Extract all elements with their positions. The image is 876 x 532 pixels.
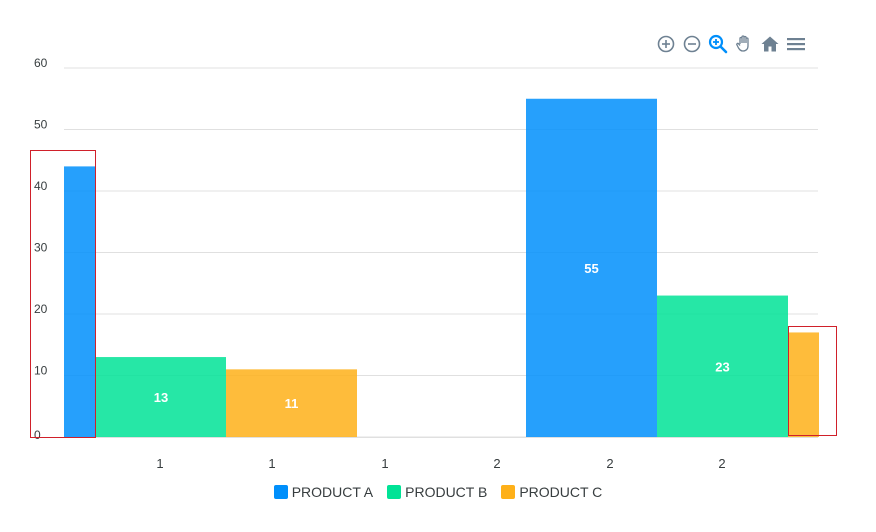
- data-label: 13: [154, 390, 168, 405]
- legend-label: PRODUCT B: [405, 484, 488, 500]
- y-tick-label: 0: [34, 428, 41, 442]
- data-label: 55: [584, 261, 598, 276]
- y-tick-label: 50: [34, 118, 48, 132]
- bar-product-c-2[interactable]: [226, 369, 357, 437]
- data-label: 23: [715, 359, 729, 374]
- legend-item-product-b[interactable]: PRODUCT B: [387, 484, 487, 500]
- bar-product-b-1[interactable]: [96, 357, 226, 437]
- y-tick-label: 10: [34, 364, 48, 378]
- x-tick-label: 2: [606, 456, 613, 471]
- bar-product-a-0[interactable]: [64, 166, 95, 437]
- legend-item-product-a[interactable]: PRODUCT A: [273, 484, 374, 500]
- legend-label: PRODUCT A: [291, 484, 374, 500]
- bars[interactable]: [64, 98, 819, 437]
- y-tick-label: 20: [34, 302, 48, 316]
- zoom-selection-icon[interactable]: [708, 34, 728, 54]
- highlight-box: [788, 326, 837, 436]
- x-tick-label: 1: [156, 456, 163, 471]
- bar-product-a-4[interactable]: [526, 98, 657, 437]
- chart-toolbar: [656, 34, 806, 54]
- pan-hand-icon[interactable]: [734, 34, 754, 54]
- legend-item-product-c[interactable]: PRODUCT C: [501, 484, 602, 500]
- reset-home-icon[interactable]: [760, 34, 780, 54]
- data-labels: 13 11 55 23: [154, 261, 730, 411]
- legend-swatch: [387, 485, 402, 499]
- legend-swatch: [273, 485, 288, 499]
- zoom-out-icon[interactable]: [682, 34, 702, 54]
- zoom-in-icon[interactable]: [656, 34, 676, 54]
- y-tick-label: 30: [34, 241, 48, 255]
- y-tick-label: 60: [34, 56, 48, 70]
- x-axis: 1 1 1 2 2 2: [64, 437, 818, 471]
- highlight-box: [30, 150, 96, 438]
- menu-icon[interactable]: [786, 34, 806, 54]
- chart-legend: PRODUCT A PRODUCT B PRODUCT C: [0, 484, 876, 500]
- legend-swatch: [501, 485, 516, 499]
- y-axis: 0 10 20 30 40 50 60: [34, 56, 48, 442]
- legend-label: PRODUCT C: [519, 484, 603, 500]
- x-tick-label: 2: [493, 456, 500, 471]
- x-tick-label: 1: [381, 456, 388, 471]
- x-tick-label: 2: [718, 456, 725, 471]
- x-tick-label: 1: [268, 456, 275, 471]
- bar-product-b-5[interactable]: [657, 295, 788, 437]
- data-label: 11: [285, 396, 299, 411]
- bar-product-c-5[interactable]: [788, 332, 819, 437]
- y-tick-label: 40: [34, 179, 48, 193]
